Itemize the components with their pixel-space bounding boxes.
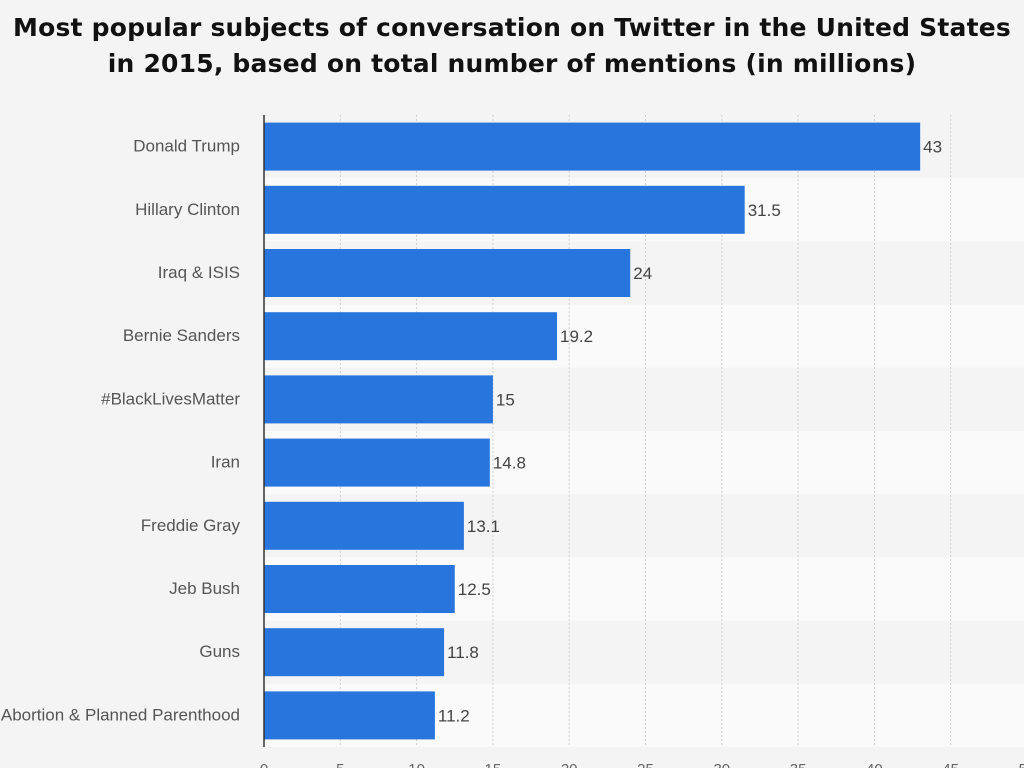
category-label: Abortion & Planned Parenthood (1, 705, 240, 724)
data-label: 11.2 (438, 706, 470, 725)
x-tick-label: 20 (561, 761, 578, 768)
category-label: Iran (211, 453, 240, 472)
x-tick-label: 50 (1019, 761, 1024, 768)
x-tick-label: 30 (713, 761, 730, 768)
bar (264, 501, 464, 550)
x-tick-label: 40 (866, 761, 883, 768)
data-label: 24 (633, 264, 652, 283)
x-tick-label: 5 (336, 761, 344, 768)
bar (264, 375, 493, 424)
category-label: Donald Trump (133, 137, 240, 156)
x-tick-label: 45 (942, 761, 959, 768)
bar (264, 438, 490, 487)
bar (264, 122, 921, 171)
data-label: 43 (923, 138, 942, 157)
x-tick-label: 15 (485, 761, 502, 768)
bar (264, 565, 455, 613)
chart-title: Most popular subjects of conversation on… (13, 13, 1011, 78)
data-label: 13.1 (467, 517, 500, 536)
data-label: 15 (496, 390, 515, 409)
data-label: 31.5 (748, 201, 781, 220)
category-label: Hillary Clinton (135, 200, 240, 219)
x-tick-label: 10 (408, 761, 425, 768)
data-label: 14.8 (493, 454, 526, 473)
category-label: Freddie Gray (141, 516, 241, 535)
bar (264, 249, 631, 297)
bar (264, 628, 445, 677)
x-tick-label: 25 (637, 761, 654, 768)
bar (264, 312, 557, 361)
data-label: 11.8 (447, 643, 479, 662)
category-label: #BlackLivesMatter (101, 389, 240, 408)
data-label: 12.5 (458, 580, 491, 599)
x-tick-label: 0 (260, 761, 268, 768)
category-label: Guns (199, 642, 240, 661)
category-label: Iraq & ISIS (158, 263, 240, 282)
category-label: Jeb Bush (169, 579, 240, 598)
bar (264, 185, 745, 234)
x-tick-label: 35 (790, 761, 807, 768)
bar (264, 691, 435, 740)
data-label: 19.2 (560, 327, 593, 346)
category-label: Bernie Sanders (123, 326, 240, 345)
